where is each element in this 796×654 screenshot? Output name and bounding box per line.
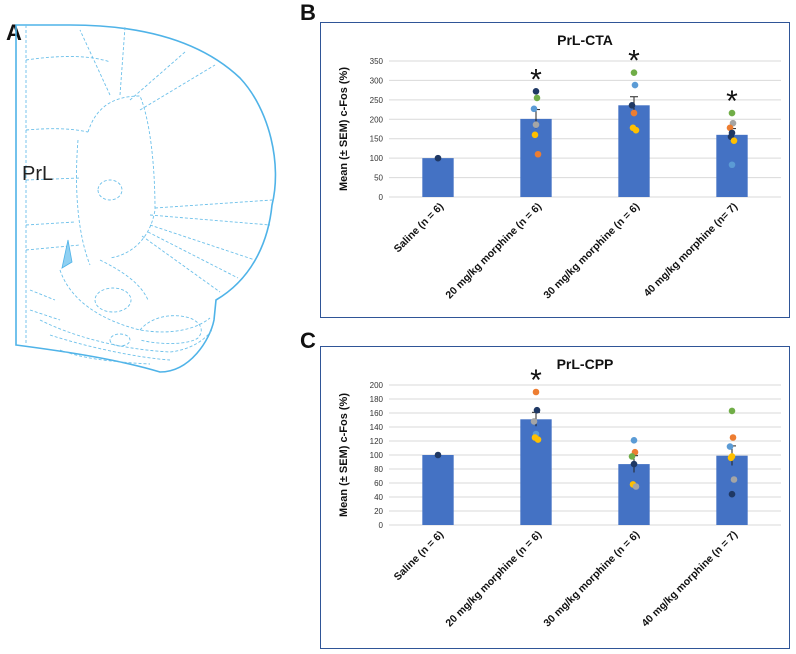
data-point [730, 137, 738, 144]
y-tick-label: 180 [370, 395, 384, 404]
data-point [630, 460, 638, 468]
y-tick-label: 200 [370, 381, 384, 390]
data-point [630, 437, 638, 444]
data-point [434, 451, 442, 459]
data-point [533, 94, 541, 102]
y-tick-label: 0 [379, 521, 384, 530]
data-point [434, 154, 442, 162]
y-tick-label: 140 [370, 423, 384, 432]
x-category-label: 30 mg/kg morphine (n = 6) [541, 529, 642, 630]
data-point [730, 476, 738, 483]
data-point [728, 407, 736, 415]
y-tick-label: 20 [374, 507, 383, 516]
data-point [729, 434, 737, 441]
y-tick-label: 150 [370, 135, 384, 144]
bar [422, 158, 454, 197]
y-tick-label: 80 [374, 465, 383, 474]
data-point [630, 109, 638, 117]
x-category-label: 20 mg/kg morphine (n = 6) [443, 529, 544, 630]
bar [618, 464, 650, 525]
chart-title: PrL-CTA [557, 32, 613, 48]
data-point [632, 483, 640, 490]
data-point [728, 490, 736, 498]
y-tick-label: 120 [370, 437, 384, 446]
y-tick-label: 200 [370, 115, 384, 124]
x-category-label: Saline (n = 6) [392, 201, 446, 255]
y-tick-label: 40 [374, 493, 383, 502]
significance-asterisk: * [726, 85, 738, 118]
significance-asterisk: * [530, 364, 542, 397]
data-point [729, 119, 737, 127]
chart-frame-prl-cta: PrL-CTA 0 50 100 150 200 250 300 350 Mean (± SEM)… [320, 22, 790, 318]
data-point [726, 124, 734, 132]
panel-letter-c: C [300, 328, 316, 353]
brain-section-diagram: PrL [15, 24, 277, 373]
data-point [534, 150, 542, 158]
bar [520, 118, 552, 197]
data-point [727, 454, 735, 462]
data-point [631, 81, 639, 89]
data-point [532, 88, 540, 95]
x-category-label: 40 mg/kg morphine (n = 7) [639, 529, 740, 630]
x-category-label: 20 mg/kg morphine (n = 6) [443, 201, 544, 302]
data-point [728, 161, 736, 169]
y-tick-label: 250 [370, 96, 384, 105]
data-point [628, 453, 636, 460]
y-tick-label: 350 [370, 57, 384, 66]
chart-title: PrL-CPP [557, 356, 614, 372]
data-point [628, 101, 636, 109]
significance-asterisk: * [628, 45, 640, 78]
y-axis-label: Mean (± SEM) c-Fos (%) [338, 67, 350, 191]
y-tick-label: 300 [370, 76, 384, 85]
data-point [530, 105, 538, 113]
data-point [533, 406, 541, 414]
significance-asterisk: * [530, 63, 542, 96]
chart-prl-cta: PrL-CTA 0 50 100 150 200 250 300 350 Mean (± SEM)… [338, 32, 781, 302]
panel-letter-a: A [6, 20, 22, 45]
data-point [532, 121, 540, 129]
data-point [726, 443, 734, 450]
bar [422, 455, 454, 525]
region-label-prl: PrL [22, 163, 53, 185]
bar [716, 455, 748, 525]
data-point [532, 388, 540, 396]
y-tick-label: 100 [370, 154, 384, 163]
x-category-label: 40 mg/kg morphine (n= 7) [641, 201, 740, 300]
x-category-label: 30 mg/kg morphine (n = 6) [541, 201, 642, 302]
data-point [632, 126, 640, 134]
y-tick-label: 0 [379, 193, 384, 202]
bar [618, 105, 650, 197]
chart-frame-prl-cpp: PrL-CPP 0 20 40 60 80 100 120 140 160 180 200 Mean (… [320, 346, 790, 649]
x-category-label: Saline (n = 6) [392, 529, 446, 583]
data-point [630, 69, 638, 76]
data-point [530, 418, 538, 425]
chart-prl-cpp: PrL-CPP 0 20 40 60 80 100 120 140 160 180 200 Mean (… [338, 356, 781, 630]
y-tick-label: 60 [374, 479, 383, 488]
data-point [534, 436, 542, 443]
y-tick-label: 100 [370, 451, 384, 460]
y-tick-label: 50 [374, 174, 383, 183]
panel-letter-b: B [300, 0, 316, 25]
data-point [728, 109, 736, 117]
data-point [531, 131, 539, 139]
y-axis-label: Mean (± SEM) c-Fos (%) [338, 393, 350, 517]
y-tick-label: 160 [370, 409, 384, 418]
